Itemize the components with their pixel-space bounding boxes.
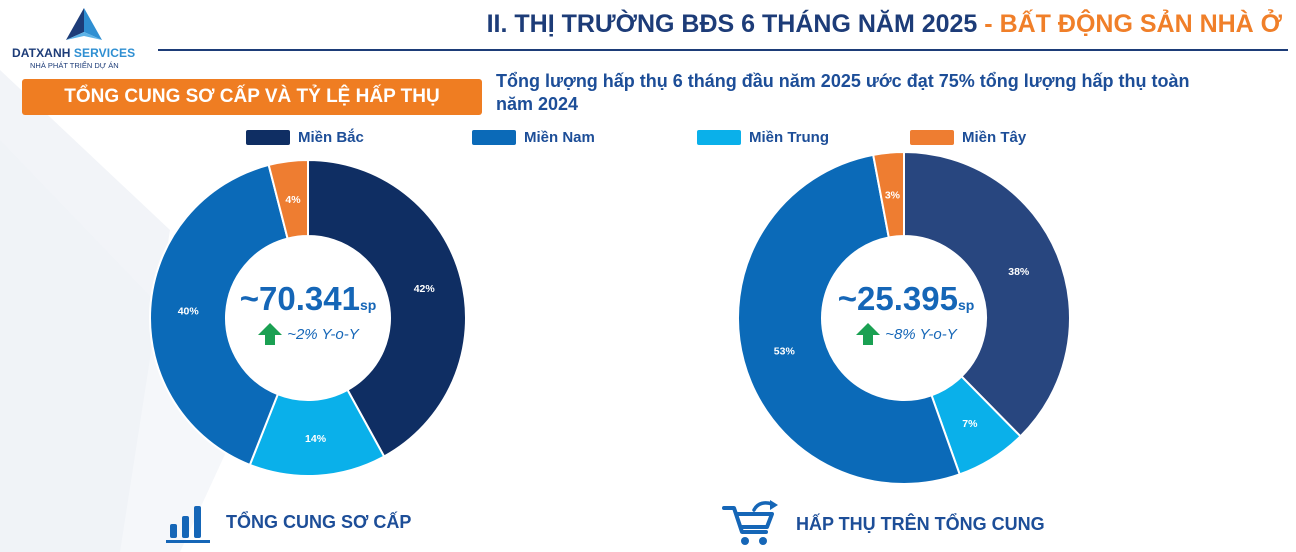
supply-center: ~70.341sp ~2% Y-o-Y — [228, 280, 388, 346]
legend-swatch — [472, 129, 516, 145]
legend-item-mien-tay: Miền Tây — [910, 128, 1026, 146]
logo-tagline: NHÀ PHÁT TRIỂN DỰ ÁN — [30, 61, 119, 70]
legend-label: Miền Tây — [962, 128, 1027, 146]
shopping-cart-icon — [722, 500, 778, 545]
logo-name-part1: DATXANH — [12, 46, 71, 60]
page-title-separator: - — [977, 10, 1000, 38]
supply-footer-label: TỔNG CUNG SƠ CẤP — [226, 511, 412, 532]
supply-total-unit: sp — [359, 297, 377, 313]
logo-name: DATXANH SERVICES — [12, 46, 135, 60]
triangle-logo-icon — [66, 8, 102, 40]
absorption-growth: ~8% Y-o-Y — [826, 322, 986, 346]
supply-total-value: ~70.341 — [239, 280, 360, 317]
supply-growth-text: ~2% Y-o-Y — [287, 325, 359, 343]
company-logo: DATXANH SERVICES NHÀ PHÁT TRIỂN DỰ ÁN — [8, 6, 158, 70]
absorption-total-unit: sp — [957, 297, 975, 313]
absorption-footer-label: HẤP THỤ TRÊN TỔNG CUNG — [796, 513, 1045, 534]
supply-growth: ~2% Y-o-Y — [228, 322, 388, 346]
arrow-up-icon — [258, 323, 283, 345]
logo-name-part2: SERVICES — [70, 46, 136, 60]
absorption-growth-text: ~8% Y-o-Y — [885, 325, 957, 343]
legend-label: Miền Nam — [524, 128, 595, 146]
arrow-up-icon — [856, 323, 881, 345]
header-divider — [158, 49, 1288, 51]
page-title-main: II. THỊ TRƯỜNG BĐS 6 THÁNG NĂM 2025 — [486, 10, 978, 38]
bar-chart-icon — [166, 506, 210, 543]
absorption-footer: HẤP THỤ TRÊN TỔNG CUNG — [722, 500, 1045, 548]
supply-footer: TỔNG CUNG SƠ CẤP — [166, 500, 411, 544]
legend-label: Miền Trung — [749, 128, 829, 146]
legend-item-mien-trung: Miền Trung — [697, 128, 829, 146]
legend-swatch — [246, 129, 290, 145]
page-title-accent: BẤT ĐỘNG SẢN NHÀ Ở — [999, 10, 1282, 38]
legend-item-mien-nam: Miền Nam — [472, 128, 595, 146]
legend-label: Miền Bắc — [298, 128, 364, 146]
legend-item-mien-bac: Miền Bắc — [246, 128, 364, 146]
absorption-total: ~25.395sp — [826, 280, 986, 318]
section-banner: TỔNG CUNG SƠ CẤP VÀ TỶ LỆ HẤP THỤ — [22, 79, 482, 115]
absorption-total-value: ~25.395 — [837, 280, 958, 317]
legend-swatch — [910, 129, 954, 145]
page-title: II. THỊ TRƯỜNG BĐS 6 THÁNG NĂM 2025 - BẤ… — [487, 10, 1282, 39]
absorption-center: ~25.395sp ~8% Y-o-Y — [826, 280, 986, 346]
legend-swatch — [697, 129, 741, 145]
supply-total: ~70.341sp — [228, 280, 388, 318]
summary-note: Tổng lượng hấp thụ 6 tháng đầu năm 2025 … — [496, 71, 1190, 114]
